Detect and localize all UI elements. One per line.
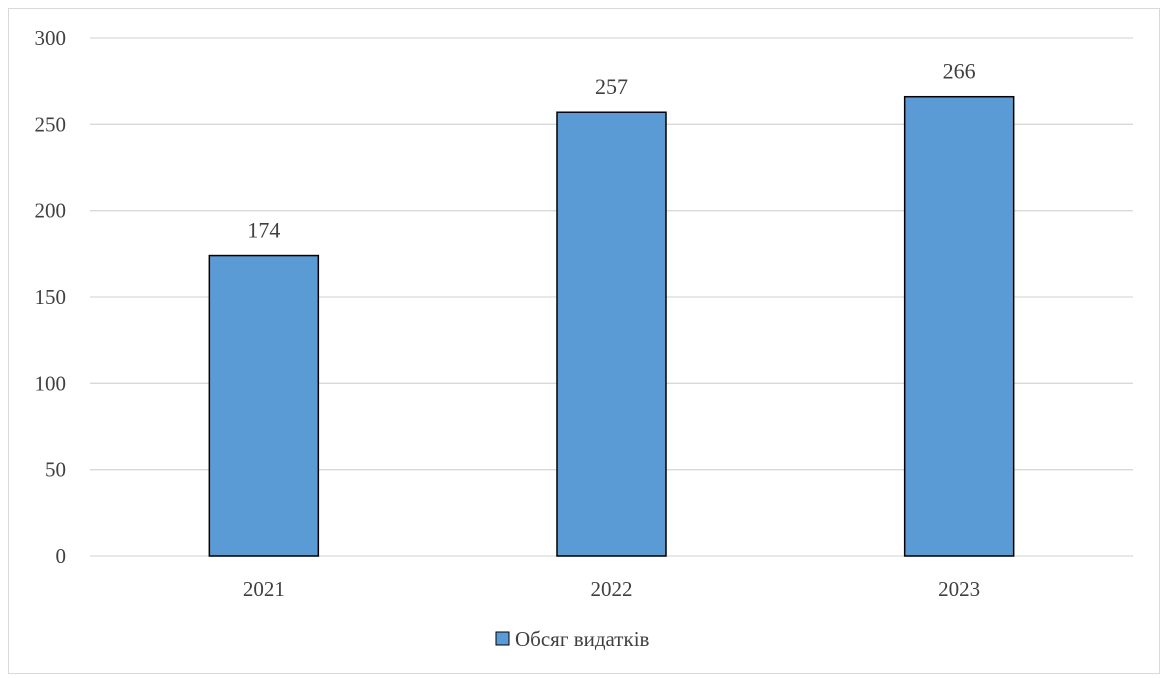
bar-2023: [903, 95, 1015, 557]
data-label: 257: [595, 74, 628, 99]
bar-2021: [208, 254, 320, 557]
x-axis-ticks: 2021 2022 2023: [243, 577, 980, 601]
legend-swatch: [495, 631, 510, 646]
x-tick-label: 2023: [938, 577, 980, 601]
data-label: 266: [943, 59, 976, 84]
y-tick-label: 50: [45, 458, 66, 482]
bar-2022: [556, 111, 667, 557]
y-tick-label: 200: [35, 199, 67, 223]
data-labels: 174 257 266: [247, 59, 975, 243]
y-tick-label: 0: [56, 544, 67, 568]
y-axis-ticks: 0 50 100 150 200 250 300: [35, 26, 67, 568]
data-label: 174: [247, 218, 280, 243]
x-tick-label: 2022: [591, 577, 633, 601]
y-tick-label: 250: [35, 112, 67, 136]
bars: [208, 95, 1015, 557]
legend-label: Обсяг видатків: [515, 627, 650, 651]
y-tick-label: 100: [35, 371, 67, 395]
legend: Обсяг видатків: [495, 627, 650, 651]
x-tick-label: 2021: [243, 577, 285, 601]
y-tick-label: 150: [35, 285, 67, 309]
y-tick-label: 300: [35, 26, 67, 50]
